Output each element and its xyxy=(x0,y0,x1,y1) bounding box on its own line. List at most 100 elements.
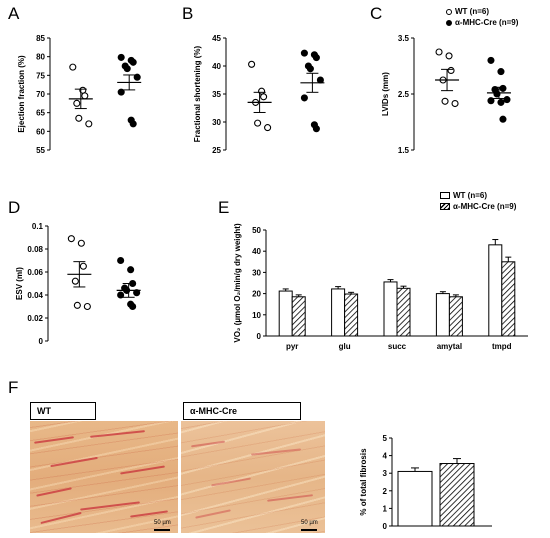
data-point-c xyxy=(451,99,459,108)
collagen-fiber xyxy=(195,509,231,519)
collagen-fiber xyxy=(191,440,225,447)
bar-e xyxy=(396,287,411,337)
data-point-c xyxy=(487,56,495,64)
data-point-a xyxy=(75,114,83,122)
bar-e xyxy=(448,296,463,337)
collagen-fiber xyxy=(130,510,168,518)
data-point-d xyxy=(133,289,141,297)
data-point-c xyxy=(497,68,505,76)
y-tick-label-e: 0 xyxy=(257,332,262,341)
legend-label-cre: α-MHC-Cre (n=9) xyxy=(455,18,519,27)
data-point-a xyxy=(85,120,93,128)
y-tick-label-b: 30 xyxy=(212,118,221,127)
open-circle-icon xyxy=(446,8,452,15)
data-point-a xyxy=(117,88,125,96)
data-point-b xyxy=(300,49,308,57)
collagen-fiber xyxy=(90,430,145,438)
panel-letter-c: C xyxy=(370,4,383,23)
data-point-a xyxy=(129,120,137,128)
bar-legend: WT (n=6) α-MHC-Cre (n=9) xyxy=(440,190,516,212)
y-tick-label-f: 2 xyxy=(383,487,388,496)
data-point-c xyxy=(499,115,507,123)
y-tick-label-e: 40 xyxy=(252,247,261,256)
y-tick-label-e: 10 xyxy=(252,311,261,320)
scatter-legend: WT (n=6) α-MHC-Cre (n=9) xyxy=(446,6,518,28)
bar-f xyxy=(397,470,433,527)
y-axis-label-c: LVIDs (mm) xyxy=(381,72,390,116)
y-tick-label-f: 3 xyxy=(383,469,388,478)
panel-letter-d: D xyxy=(8,198,21,217)
data-point-d xyxy=(83,302,91,311)
data-point-c xyxy=(441,97,449,105)
x-tick-label-e: pyr xyxy=(286,342,298,351)
y-axis-label-f: % of total fibrosis xyxy=(359,448,368,516)
data-point-d xyxy=(73,301,81,309)
data-point-b xyxy=(260,93,268,101)
bar-e xyxy=(291,296,306,337)
panel-letter-e: E xyxy=(218,198,230,217)
y-tick-label-a: 65 xyxy=(36,109,45,118)
y-tick-label-d: 0.1 xyxy=(32,222,44,231)
bar-e xyxy=(501,261,516,337)
panel-letter-a: A xyxy=(8,4,20,23)
x-tick-label-e: amytal xyxy=(437,342,462,351)
data-point-d xyxy=(71,277,79,285)
data-point-b xyxy=(254,119,262,127)
y-tick-label-c: 1.5 xyxy=(398,146,410,155)
collagen-fiber xyxy=(50,456,98,467)
x-tick-label-e: succ xyxy=(388,342,407,351)
y-tick-label-b: 40 xyxy=(212,62,221,71)
y-tick-label-b: 35 xyxy=(212,90,221,99)
y-tick-label-e: 50 xyxy=(252,226,261,235)
y-tick-label-d: 0.02 xyxy=(27,314,43,323)
data-point-b xyxy=(306,65,314,73)
bar-e xyxy=(435,293,450,337)
y-tick-label-a: 70 xyxy=(36,90,45,99)
y-tick-label-f: 5 xyxy=(383,434,388,443)
y-tick-label-f: 0 xyxy=(383,522,388,531)
panel-letter-b: B xyxy=(182,4,194,23)
legend-row-cre: α-MHC-Cre (n=9) xyxy=(446,17,518,28)
bar-legend-row-cre: α-MHC-Cre (n=9) xyxy=(440,201,516,212)
data-point-c xyxy=(497,98,505,106)
x-tick-label-e: tmpd xyxy=(492,342,512,351)
y-tick-label-a: 85 xyxy=(36,34,45,43)
scale-bar xyxy=(154,529,170,531)
bar-legend-label-wt: WT (n=6) xyxy=(453,191,487,200)
legend-row-wt: WT (n=6) xyxy=(446,6,518,17)
collagen-fiber xyxy=(34,436,74,444)
data-point-c xyxy=(447,66,455,75)
data-point-a xyxy=(123,65,131,73)
micrograph-wt: 50 µm xyxy=(30,421,178,533)
data-point-b xyxy=(312,54,320,62)
y-tick-label-f: 1 xyxy=(383,504,388,513)
y-tick-label-b: 45 xyxy=(212,34,221,43)
y-tick-label-c: 2.5 xyxy=(398,90,410,99)
y-tick-label-a: 75 xyxy=(36,71,45,80)
micrograph-cre: 50 µm xyxy=(181,421,325,533)
y-tick-label-d: 0.04 xyxy=(27,291,43,300)
micrograph-label-wt: WT xyxy=(30,402,96,420)
data-point-d xyxy=(117,256,125,265)
data-point-d xyxy=(79,262,87,270)
hatched-box-icon xyxy=(440,203,450,210)
x-tick-label-e: glu xyxy=(339,342,351,351)
data-point-c xyxy=(435,48,443,56)
data-point-c xyxy=(503,96,511,104)
y-axis-label-e: VO₂ (µmol O₂/min/g dry weight) xyxy=(233,223,242,343)
bar-legend-row-wt: WT (n=6) xyxy=(440,190,516,201)
collagen-fiber xyxy=(267,494,313,502)
y-axis-label-b: Fractional shortening (%) xyxy=(193,45,202,142)
bar-e xyxy=(331,288,346,337)
y-tick-label-a: 80 xyxy=(36,53,45,62)
y-axis-label-a: Ejection fraction (%) xyxy=(17,55,26,133)
y-tick-label-e: 20 xyxy=(252,290,261,299)
y-tick-label-a: 60 xyxy=(36,127,45,136)
data-point-d xyxy=(127,266,135,274)
bar-e xyxy=(344,293,359,337)
data-point-a xyxy=(81,92,89,100)
collagen-fiber xyxy=(36,487,72,497)
data-point-d xyxy=(129,302,137,311)
y-tick-label-f: 4 xyxy=(383,452,388,461)
collagen-fiber xyxy=(80,501,140,511)
